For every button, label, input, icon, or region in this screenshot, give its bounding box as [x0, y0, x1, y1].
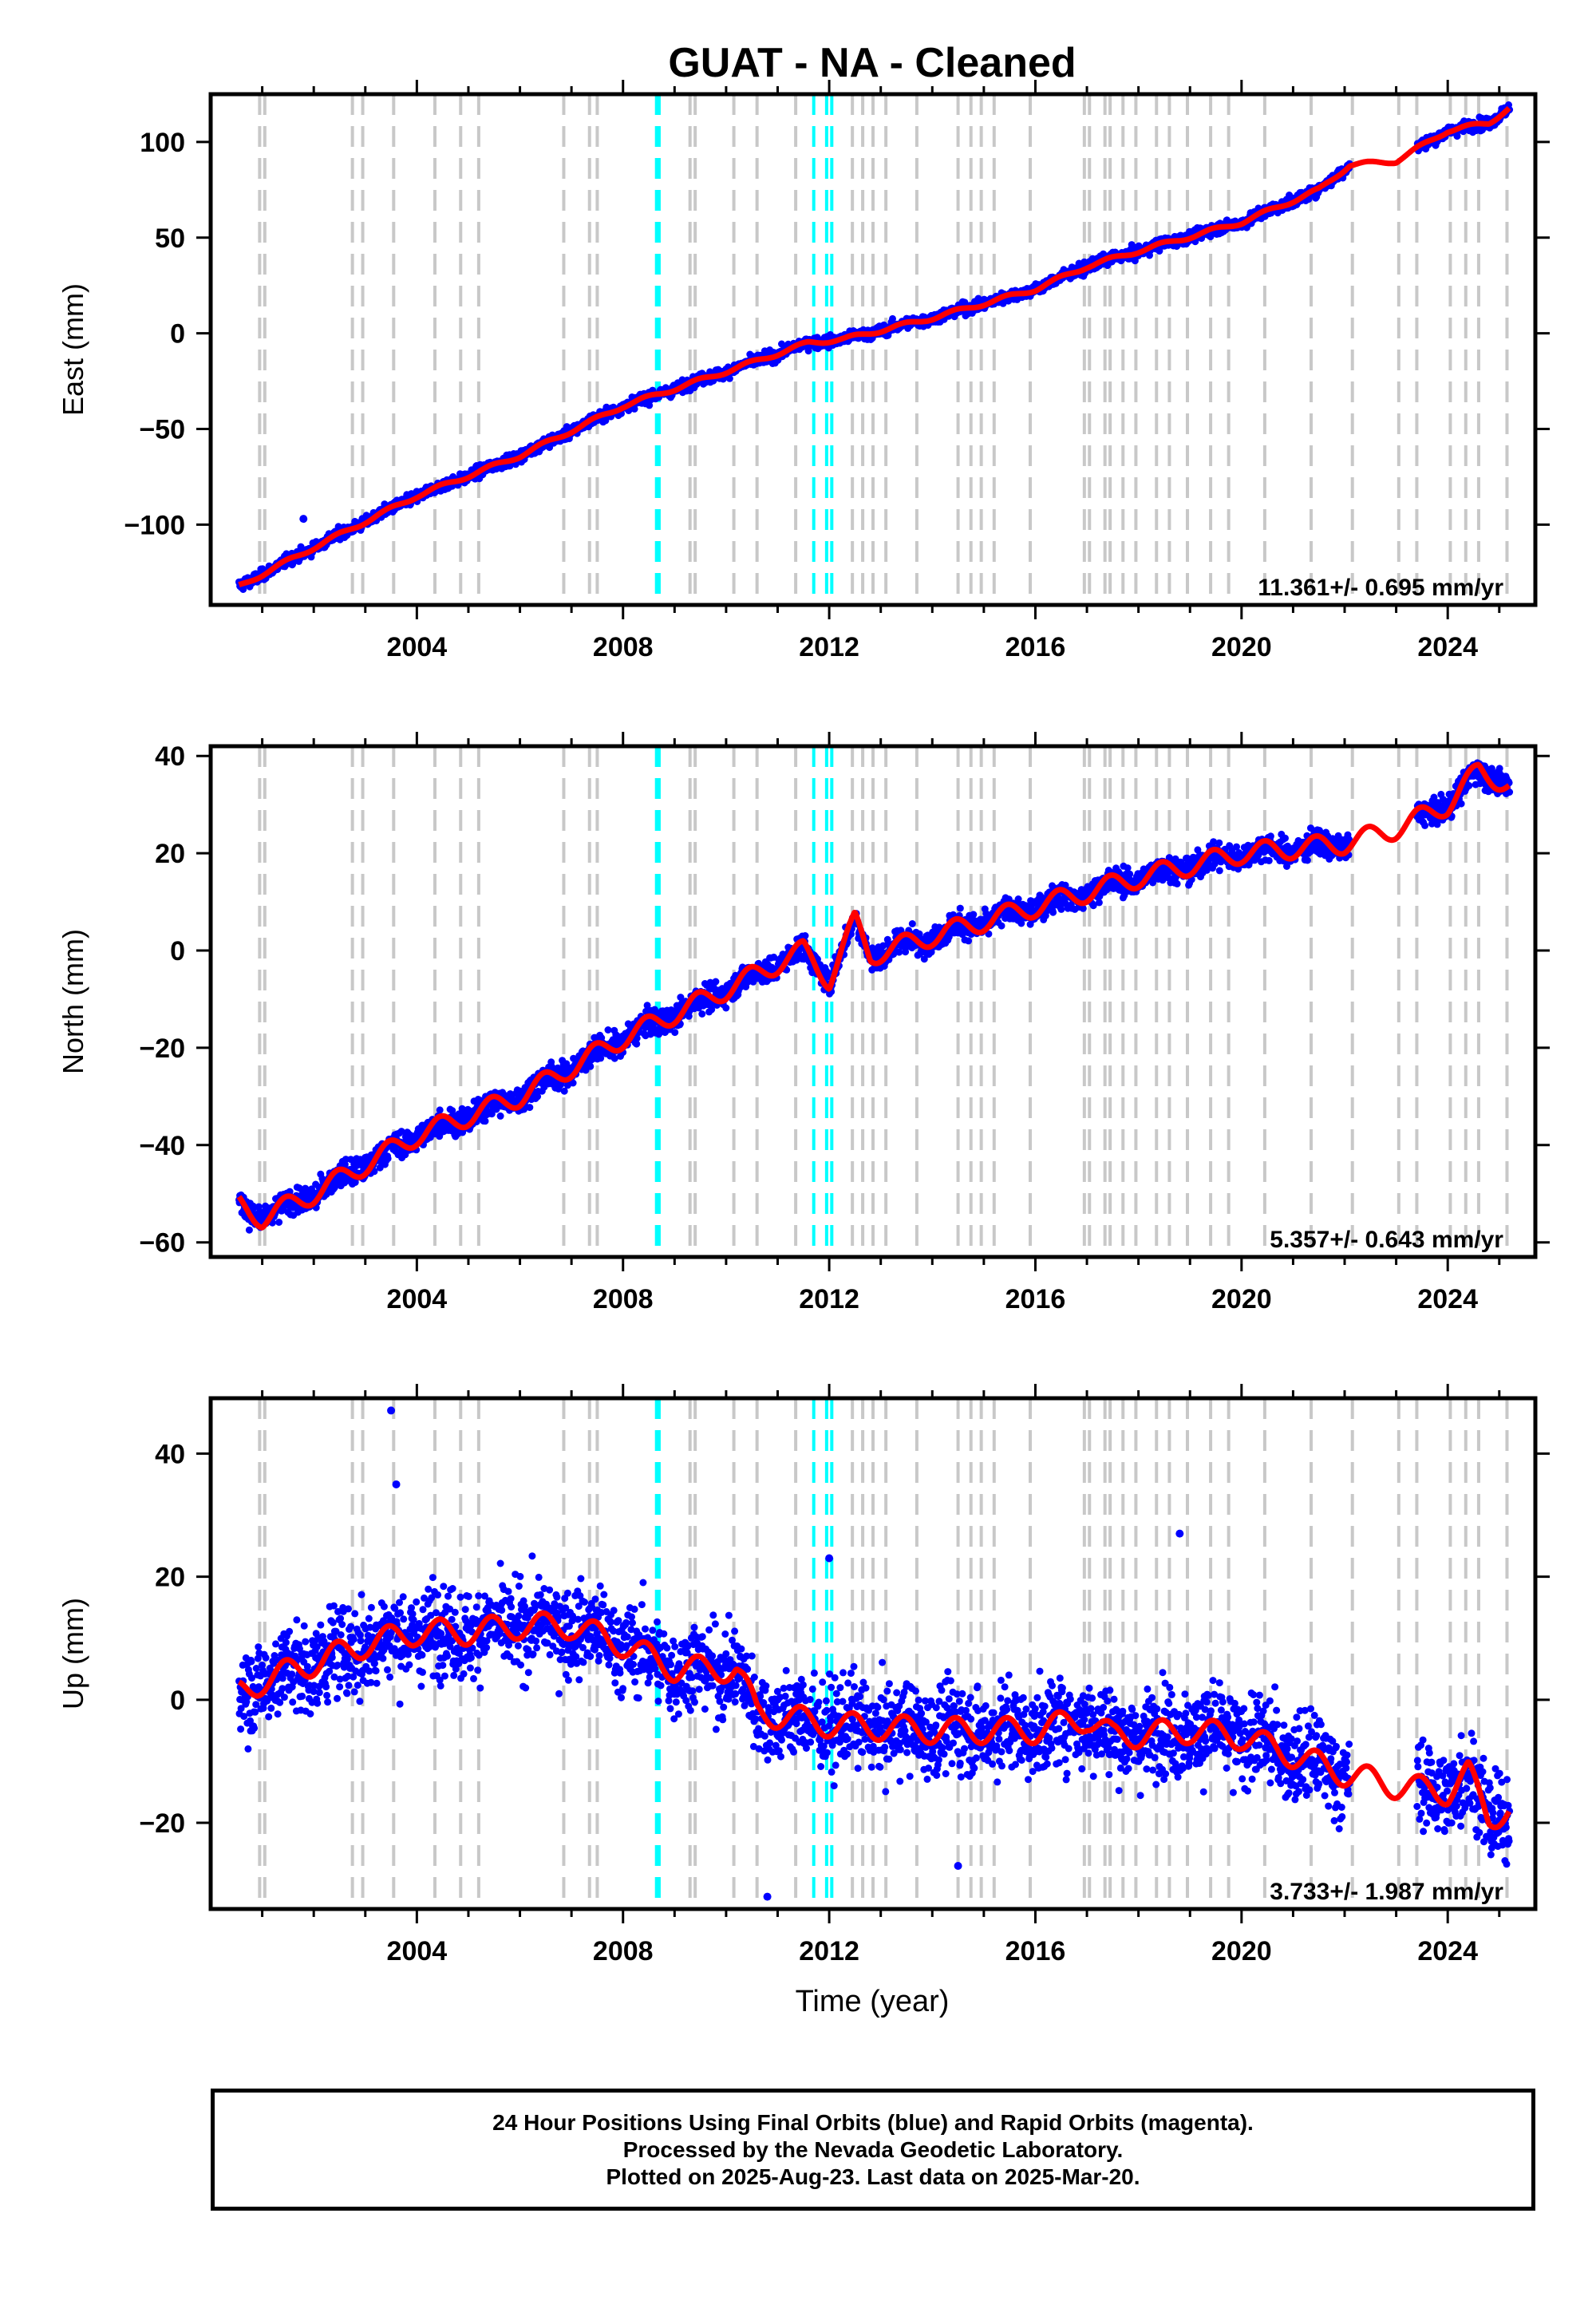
x-tick-label: 2016 — [1005, 632, 1066, 662]
y-tick-label: 50 — [155, 223, 185, 254]
x-tick-label: 2024 — [1417, 632, 1478, 662]
x-tick-label: 2008 — [593, 632, 654, 662]
position-point — [671, 1029, 678, 1036]
rate-label: 11.361+/- 0.695 mm/yr — [1258, 575, 1503, 601]
position-point — [246, 1227, 253, 1234]
position-point — [998, 923, 1005, 930]
position-point — [712, 978, 719, 986]
x-tick-label: 2004 — [387, 632, 448, 662]
plot-area — [235, 94, 1513, 605]
plot-area — [235, 746, 1513, 1257]
position-point — [965, 937, 972, 944]
chart-title: GUAT - NA - Cleaned — [668, 40, 1076, 86]
position-point — [605, 1026, 612, 1034]
y-tick-label: −100 — [124, 510, 185, 540]
position-point — [275, 1219, 282, 1226]
position-point — [698, 1010, 705, 1018]
outlier-point — [299, 515, 307, 523]
position-point — [957, 905, 964, 912]
position-point — [497, 1113, 504, 1120]
panels: 2004 2008 2012 2016 2020 2024 −100 −50 0 50 100 Eas… — [57, 80, 1550, 1966]
x-tick-label: 2012 — [799, 632, 859, 662]
position-point — [722, 1005, 729, 1012]
y-tick-label: −50 — [139, 414, 185, 445]
position-point — [437, 1106, 444, 1113]
position-point — [385, 1155, 392, 1162]
panel-east: 2004 2008 2012 2016 2020 2024 −100 −50 0 50 100 Eas… — [57, 80, 1550, 662]
position-point — [482, 1117, 489, 1124]
position-point — [970, 911, 977, 918]
y-axis-label: East (mm) — [57, 283, 89, 416]
position-point — [909, 920, 916, 927]
y-tick-label: 0 — [170, 319, 185, 350]
position-point — [526, 1104, 533, 1111]
y-tick-label: 100 — [140, 128, 185, 158]
x-tick-label: 2020 — [1211, 632, 1272, 662]
